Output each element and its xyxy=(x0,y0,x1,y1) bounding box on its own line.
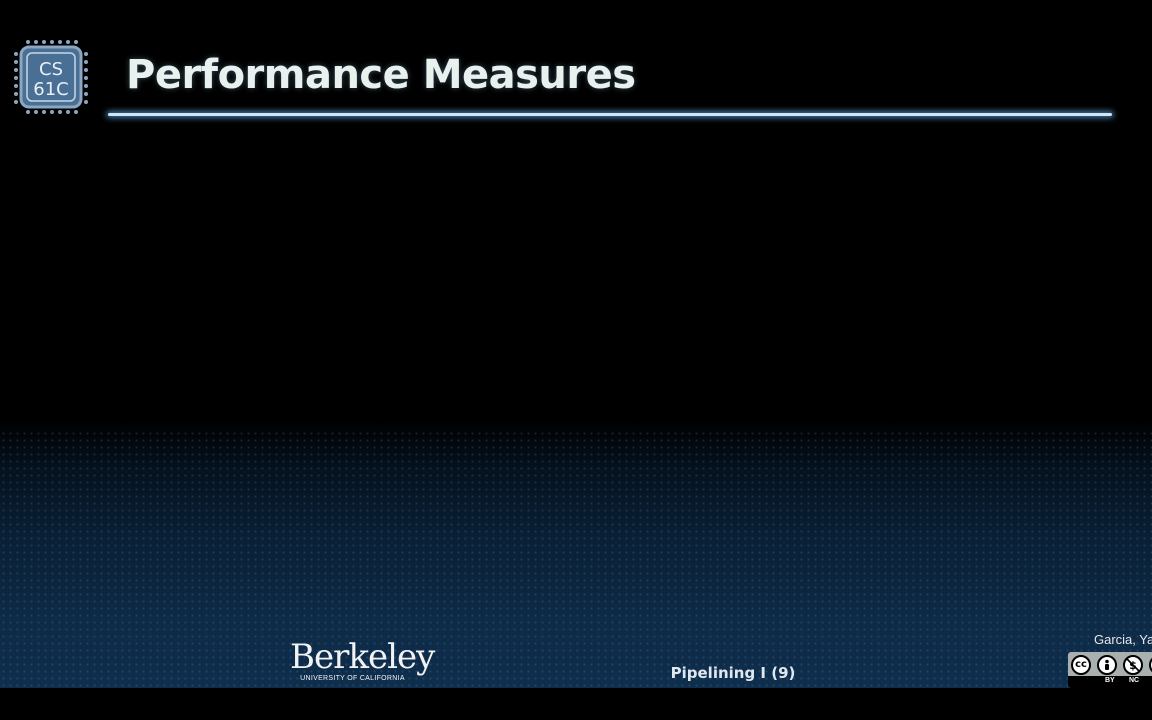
berkeley-wordmark: Berkeley xyxy=(290,637,435,677)
author-name: Garcia, Ya xyxy=(1094,632,1152,647)
logo-text-cs: CS xyxy=(39,59,63,80)
berkeley-subtitle: UNIVERSITY OF CALIFORNIA xyxy=(300,675,405,682)
title-underline-rule xyxy=(108,113,1112,116)
license-label-strip xyxy=(1068,676,1152,688)
attribution-person-icon xyxy=(1097,655,1117,675)
logo-text-61c: 61C xyxy=(33,79,68,100)
creative-commons-license-badge: cc $ BY NC xyxy=(1068,652,1152,688)
slide-title: Performance Measures xyxy=(126,52,636,98)
slide: CS 61C Performance Measures Berkeley UNI… xyxy=(0,0,1152,688)
cs61c-chip-logo: CS 61C xyxy=(14,40,88,114)
lecture-label: Pipelining I (9) xyxy=(670,664,796,682)
license-label-nc: NC xyxy=(1129,677,1140,684)
berkeley-logo: Berkeley UNIVERSITY OF CALIFORNIA xyxy=(290,637,435,682)
cc-icon: cc xyxy=(1071,655,1091,675)
non-commercial-icon: $ xyxy=(1123,655,1143,675)
license-label-by: BY xyxy=(1105,677,1115,684)
video-bottom-letterbox xyxy=(0,688,1152,720)
background-dot-pattern xyxy=(0,430,1152,688)
